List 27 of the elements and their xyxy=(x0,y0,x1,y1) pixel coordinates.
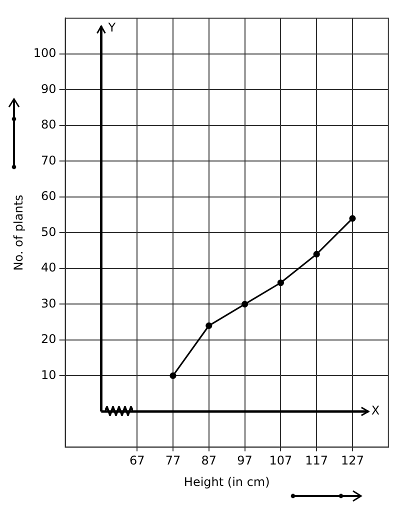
point xyxy=(206,322,212,329)
x-tick-label: 97 xyxy=(237,454,252,468)
y-tick-label: 80 xyxy=(41,118,56,132)
point xyxy=(170,372,176,379)
x-tick-label: 127 xyxy=(341,454,364,468)
x-tick-label: 87 xyxy=(201,454,217,468)
y-tick-label: 30 xyxy=(41,296,56,310)
point xyxy=(277,279,284,286)
point xyxy=(313,250,320,258)
y-tick-label: 100 xyxy=(33,46,56,60)
y-tick-label: 60 xyxy=(41,189,56,204)
point xyxy=(349,215,356,222)
y-tick-label: 10 xyxy=(41,368,56,382)
ref-line-label: Y xyxy=(107,20,116,34)
x-tick-label: 117 xyxy=(305,454,328,468)
y-tick-label: 50 xyxy=(41,224,56,239)
y-tick-label: 20 xyxy=(41,332,56,346)
ref-line-label: X xyxy=(371,404,380,418)
x-tick-label: 107 xyxy=(269,454,292,468)
y-tick-label: 70 xyxy=(41,153,56,168)
y-tick-label: 40 xyxy=(41,260,56,275)
point xyxy=(242,300,248,308)
x-axis-title: Height (in cm) xyxy=(184,474,270,489)
x-tick-label: 77 xyxy=(165,454,181,468)
y-axis-title: No. of plants xyxy=(11,194,26,271)
x-tick-label: 67 xyxy=(129,454,145,468)
y-tick-label: 90 xyxy=(41,82,56,96)
